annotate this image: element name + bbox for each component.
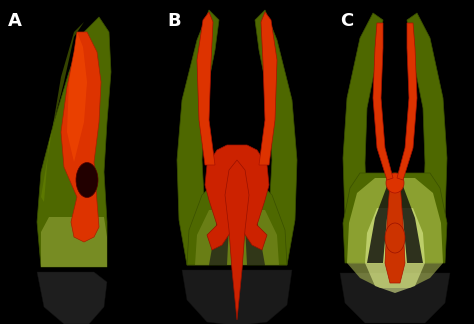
Ellipse shape [385, 223, 405, 253]
Polygon shape [37, 272, 107, 324]
Polygon shape [385, 183, 405, 283]
Polygon shape [37, 17, 111, 267]
Polygon shape [255, 10, 297, 265]
Polygon shape [41, 22, 84, 202]
Polygon shape [373, 23, 393, 180]
Polygon shape [365, 208, 425, 293]
Polygon shape [367, 178, 423, 263]
Polygon shape [205, 145, 269, 250]
Polygon shape [195, 210, 279, 265]
Polygon shape [177, 10, 219, 265]
Ellipse shape [76, 163, 98, 198]
Ellipse shape [386, 173, 404, 193]
Polygon shape [407, 13, 447, 263]
Polygon shape [209, 185, 265, 265]
Text: B: B [167, 12, 181, 30]
Polygon shape [67, 32, 87, 162]
Text: A: A [8, 12, 22, 30]
Polygon shape [340, 273, 450, 323]
Polygon shape [182, 270, 292, 324]
Polygon shape [41, 217, 107, 267]
Polygon shape [187, 180, 287, 265]
Polygon shape [343, 13, 383, 263]
Polygon shape [397, 23, 417, 180]
Text: C: C [340, 12, 353, 30]
Polygon shape [225, 160, 249, 320]
Polygon shape [259, 12, 277, 165]
Polygon shape [347, 178, 443, 288]
Polygon shape [197, 12, 215, 165]
Polygon shape [61, 32, 101, 242]
Polygon shape [343, 173, 447, 263]
